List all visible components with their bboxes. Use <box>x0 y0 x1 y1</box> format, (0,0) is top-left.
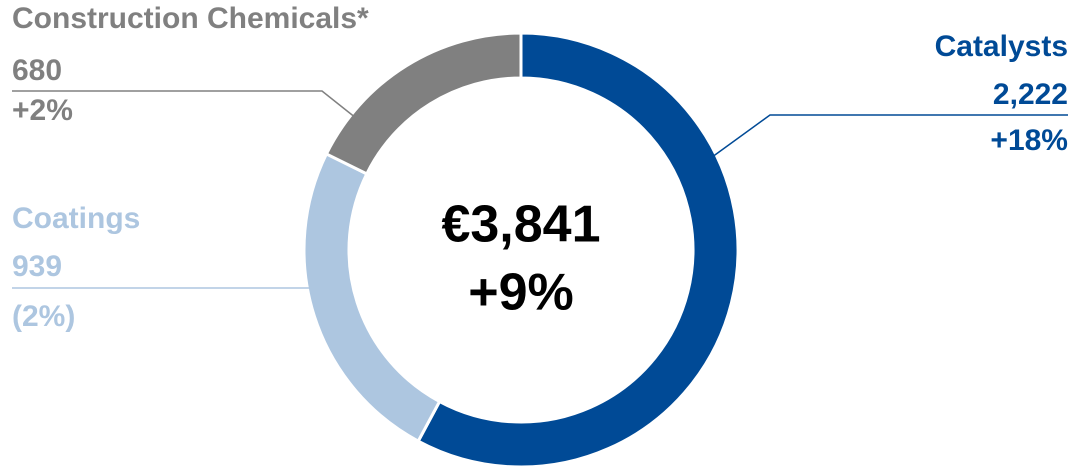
leader-line <box>12 90 367 127</box>
donut-segment <box>416 31 740 469</box>
segment-change: +2% <box>12 94 73 127</box>
leader-line <box>707 114 1068 161</box>
donut-segment <box>324 31 523 176</box>
segment-name: Catalysts <box>935 30 1068 63</box>
center-change: +9% <box>468 264 574 322</box>
center-total: €3,841 <box>441 196 600 254</box>
segment-value: 680 <box>12 54 62 87</box>
segment-name: Coatings <box>12 202 140 235</box>
segment-name: Construction Chemicals* <box>12 2 369 35</box>
donut-segment <box>302 151 442 444</box>
segment-change: (2%) <box>12 300 75 333</box>
segment-value: 939 <box>12 250 62 283</box>
segment-value: 2,222 <box>993 78 1068 111</box>
segment-change: +18% <box>990 124 1068 157</box>
